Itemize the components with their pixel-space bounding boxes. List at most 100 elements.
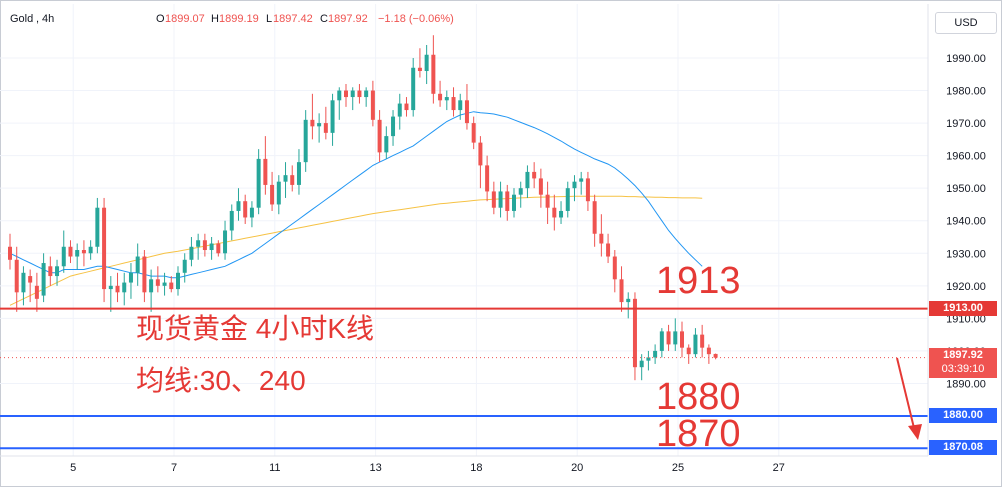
candle [572,175,577,202]
candle-body [216,243,221,254]
candle [142,250,147,303]
candle [276,175,281,215]
candle-body [505,191,510,211]
candle [95,197,100,254]
candle-body [438,93,443,101]
candle-body [673,331,678,345]
candle [196,233,201,260]
candle-body [599,233,604,244]
candle [102,197,107,303]
candle-body [236,201,241,211]
candle [115,272,120,303]
candle [673,318,678,351]
candle [639,354,644,381]
candle [182,253,187,283]
candle [236,188,241,221]
candle-body [48,266,53,277]
candle [538,168,543,208]
candle-body [478,142,483,166]
candle-body [518,188,523,195]
y-tick-label: 1950.00 [946,183,986,195]
candle [61,230,66,273]
symbol-interval[interactable]: 4h [42,13,55,25]
candle-body [370,90,375,120]
candle-body [28,276,33,283]
current-price-value: 1897.92 [943,349,983,361]
candle-body [713,353,718,358]
candle [444,90,449,111]
close-value: 1897.92 [328,13,368,25]
x-tick-label: 18 [470,462,482,474]
candle-body [142,256,147,293]
candle [424,44,429,85]
candle [243,194,248,224]
candle-body [95,207,100,247]
candle [256,149,261,215]
candle [81,240,86,267]
candle [585,171,590,211]
candle-body [229,210,234,231]
candle-body [377,119,382,153]
candle-body [686,347,691,355]
y-tick-label: 1940.00 [946,216,986,228]
candle [364,87,369,107]
x-tick-label: 27 [773,462,785,474]
candle [283,162,288,198]
candle [565,181,570,218]
candle-body [451,97,456,111]
candle-body [263,158,268,185]
candle-body [189,246,194,260]
candle-body [498,191,503,208]
candle [21,266,26,306]
x-tick-label: 13 [369,462,381,474]
candle-body [155,279,160,286]
candle-body [391,116,396,137]
candle [384,126,389,159]
candle [28,269,33,303]
arrow-shaft [896,357,915,429]
candle-body [14,259,19,293]
symbol-name[interactable]: Gold [10,13,34,25]
open-value: 1899.07 [165,13,205,25]
candle [128,263,133,299]
candle-body [182,259,187,273]
candle-body [330,100,335,133]
y-tick-label: 1980.00 [946,86,986,98]
candle-body [559,210,564,218]
candle-body [8,246,12,260]
candle-body [102,207,107,290]
candle [370,80,375,127]
candle-body [411,67,416,111]
candle-body [565,188,570,211]
candle-body [128,272,133,283]
candle-body [176,272,180,290]
candle-body [666,331,671,345]
candle-body [693,334,698,355]
candle-body [21,272,26,293]
candle [404,97,409,117]
currency-button[interactable]: USD [935,12,997,34]
candle-body [485,165,490,192]
candle [545,181,550,224]
candle [41,253,46,303]
candle [55,259,60,286]
candle [263,136,268,195]
x-tick-label: 5 [70,462,76,474]
candle-body [653,350,658,358]
x-tick-label: 11 [269,462,280,474]
candle-body [706,347,711,355]
candle-body [612,256,617,280]
y-tick-label: 1920.00 [946,281,986,293]
price-tag-1870: 1870.08 [929,440,997,455]
price-tag-1880: 1880.00 [929,408,997,423]
candle [303,110,308,172]
symbol-separator: , [36,13,40,25]
candle [632,292,637,381]
candle-body [585,178,590,202]
candle [518,181,523,208]
candle [310,93,315,140]
candle [48,256,53,286]
candle [249,201,254,228]
close-label: C [320,13,328,25]
